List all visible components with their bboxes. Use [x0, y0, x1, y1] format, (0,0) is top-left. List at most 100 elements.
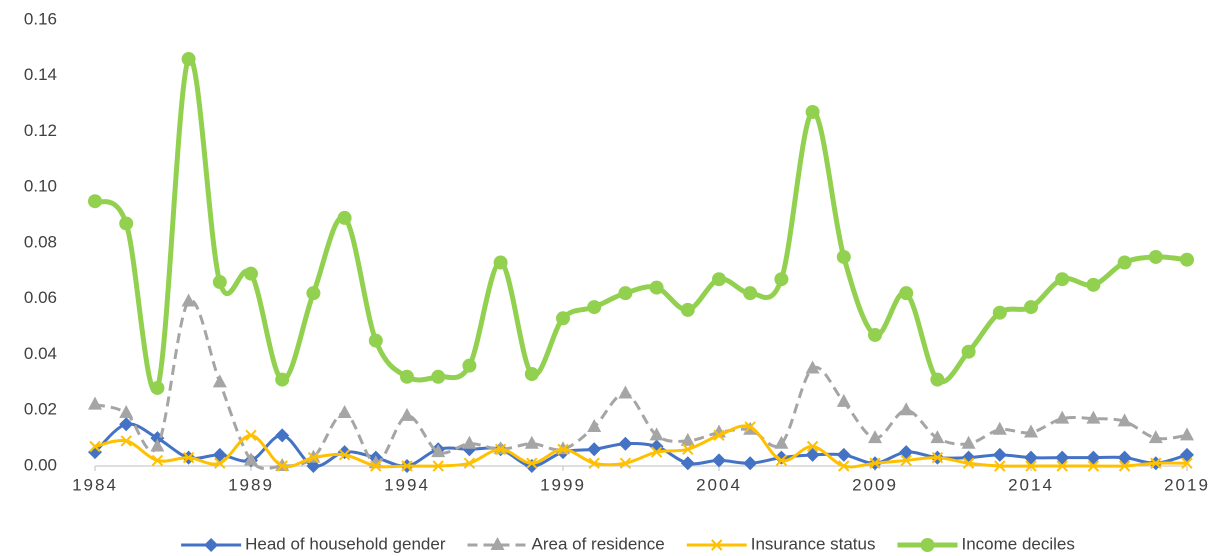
- data-point: [930, 430, 945, 444]
- series-line: [93, 55, 1188, 394]
- data-point: [432, 460, 444, 472]
- y-tick-label: 0.08: [24, 232, 57, 251]
- data-point: [88, 396, 102, 410]
- data-point: [212, 374, 227, 388]
- data-point: [1055, 272, 1070, 287]
- series-line: [93, 422, 1188, 468]
- data-point: [244, 452, 258, 466]
- data-point: [805, 104, 820, 119]
- data-point: [650, 446, 663, 458]
- legend-marker: [920, 538, 935, 552]
- data-point: [743, 286, 758, 301]
- data-point: [338, 449, 351, 461]
- data-point: [150, 380, 165, 395]
- data-point: [526, 457, 538, 469]
- data-point: [337, 405, 352, 419]
- data-point: [682, 443, 694, 455]
- data-point: [1181, 457, 1193, 469]
- data-point: [1180, 447, 1194, 462]
- y-tick-label: 0.12: [24, 121, 57, 140]
- data-point: [992, 447, 1007, 462]
- data-point: [307, 451, 320, 464]
- y-tick-label: 0.02: [24, 400, 57, 419]
- data-point: [370, 460, 382, 472]
- data-point: [306, 286, 321, 301]
- data-point: [930, 372, 945, 387]
- data-point: [151, 454, 164, 467]
- y-tick-label: 0.04: [24, 344, 57, 363]
- data-point: [368, 333, 383, 348]
- data-point: [244, 266, 258, 281]
- data-point: [400, 369, 414, 384]
- data-point: [899, 402, 914, 416]
- legend-item: Insurance status: [686, 534, 876, 553]
- data-point: [868, 430, 882, 444]
- x-tick-label: 2019: [1164, 475, 1210, 494]
- data-point: [212, 275, 227, 290]
- data-point: [899, 445, 914, 460]
- data-point: [1148, 430, 1163, 444]
- x-tick-label: 1994: [384, 475, 430, 494]
- y-tick-label: 0.14: [24, 65, 57, 84]
- data-point: [1086, 450, 1101, 465]
- data-point: [431, 369, 446, 384]
- data-point: [493, 255, 508, 270]
- data-point: [775, 454, 788, 467]
- x-tick-label: 2014: [1008, 475, 1054, 494]
- data-point: [961, 344, 976, 359]
- data-point: [119, 405, 134, 419]
- x-tick-label: 1984: [72, 475, 118, 494]
- data-point: [836, 447, 851, 462]
- data-point: [774, 435, 789, 449]
- x-tick-label: 1999: [540, 475, 586, 494]
- data-point: [1056, 460, 1068, 472]
- data-point: [524, 367, 539, 382]
- data-point: [181, 293, 196, 307]
- x-tick-label: 2009: [852, 475, 898, 494]
- data-point: [774, 272, 789, 287]
- data-point: [587, 418, 602, 432]
- data-point: [618, 436, 633, 451]
- data-point: [245, 429, 257, 442]
- y-tick-label: 0.06: [24, 288, 57, 307]
- data-point: [868, 327, 882, 342]
- data-point: [1117, 413, 1132, 427]
- legend: Head of household gender Area of residenc…: [181, 534, 1075, 553]
- data-point: [524, 435, 539, 449]
- legend-label: Area of residence: [532, 534, 665, 553]
- data-point: [869, 457, 881, 469]
- data-point: [587, 300, 602, 315]
- data-point: [1055, 450, 1070, 465]
- legend-item: Area of residence: [467, 534, 665, 553]
- legend-marker: [711, 539, 723, 551]
- data-point: [1087, 460, 1100, 472]
- data-point: [401, 460, 413, 472]
- data-point: [744, 421, 756, 433]
- data-point: [712, 272, 726, 287]
- data-point: [89, 440, 101, 453]
- data-point: [1148, 249, 1163, 264]
- legend-label: Head of household gender: [245, 534, 446, 553]
- legend-item: Income deciles: [897, 534, 1075, 553]
- data-point: [680, 456, 695, 471]
- data-point: [588, 457, 600, 469]
- data-point: [1117, 450, 1132, 465]
- data-point: [805, 447, 820, 462]
- data-point: [836, 249, 851, 264]
- data-point: [431, 444, 446, 458]
- data-point: [463, 457, 476, 469]
- data-point: [1117, 255, 1132, 270]
- data-point: [1086, 277, 1101, 292]
- data-point: [119, 216, 134, 231]
- data-point: [619, 457, 632, 469]
- data-point: [88, 194, 102, 209]
- data-point: [836, 393, 851, 407]
- legend-item: Head of household gender: [181, 534, 446, 553]
- data-point: [462, 358, 477, 373]
- data-point: [275, 372, 290, 387]
- data-point: [1025, 460, 1037, 472]
- legend-label: Insurance status: [751, 534, 876, 553]
- data-point: [557, 443, 569, 455]
- data-point: [1024, 300, 1038, 315]
